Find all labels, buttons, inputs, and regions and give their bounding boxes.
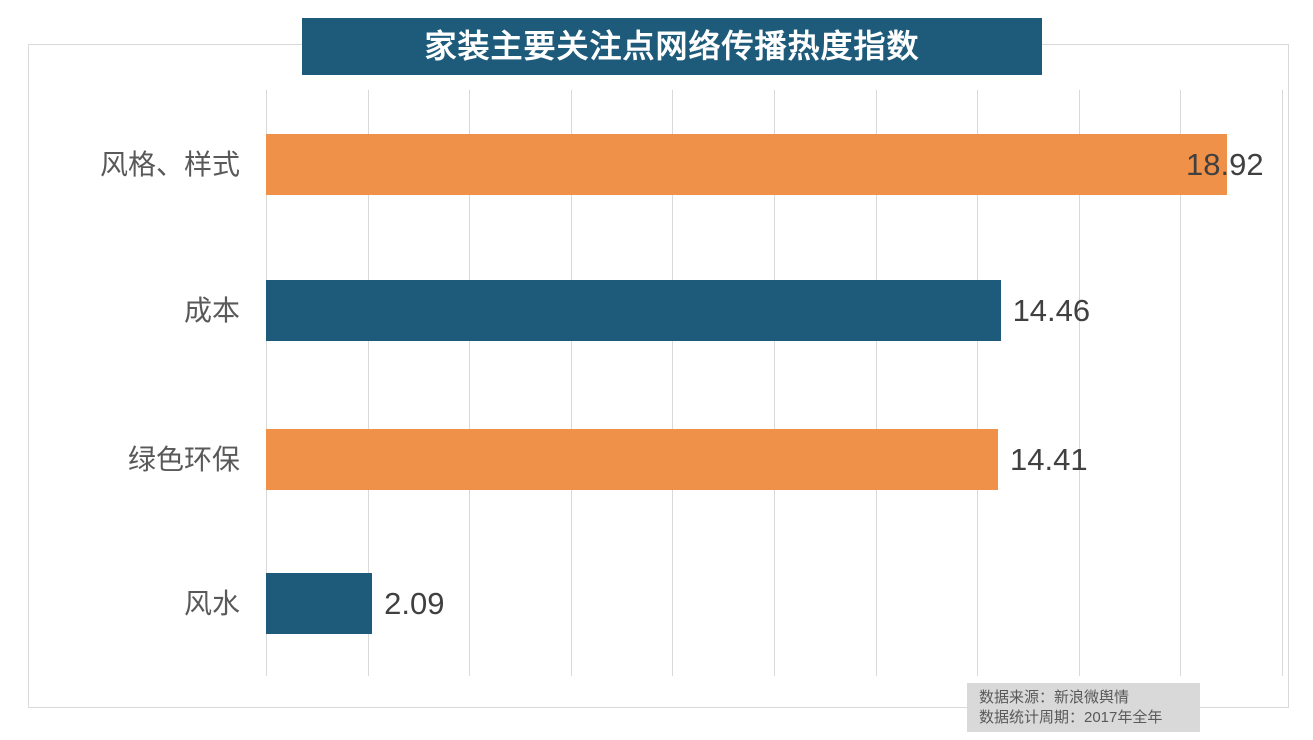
data-period-line: 数据统计周期：2017年全年	[979, 709, 1163, 726]
value-label: 14.46	[1012, 293, 1091, 328]
value-label: 2.09	[384, 586, 445, 621]
value-label: 18.92	[1186, 147, 1264, 182]
bar-row: 风格、样式 18.92	[0, 134, 1313, 195]
gridline	[570, 90, 572, 676]
category-label: 绿色环保	[127, 444, 240, 475]
chart-title-banner: 家装主要关注点网络传播热度指数	[302, 18, 1042, 75]
data-source-box: 数据来源：新浪微舆情 数据统计周期：2017年全年	[967, 683, 1200, 732]
chart-title: 家装主要关注点网络传播热度指数	[424, 28, 920, 64]
gridline	[875, 90, 877, 676]
gridline	[1282, 90, 1283, 676]
bar-row: 绿色环保 14.41	[0, 429, 1313, 490]
value-label: 14.41	[1010, 442, 1088, 477]
gridline	[774, 90, 775, 676]
data-source-line: 数据来源：新浪微舆情	[979, 689, 1130, 706]
gridline	[469, 90, 471, 676]
gridline	[1180, 90, 1182, 676]
gridline	[266, 90, 267, 676]
bar	[266, 134, 1228, 195]
gridline	[1078, 90, 1080, 676]
category-label: 风格、样式	[99, 149, 240, 180]
bar	[266, 280, 1001, 341]
bar-row: 风水 2.09	[0, 573, 1313, 634]
category-label: 风水	[183, 588, 240, 619]
bar-row: 成本 14.46	[0, 280, 1313, 341]
gridline	[977, 90, 979, 676]
bar	[266, 573, 373, 634]
category-label: 成本	[183, 295, 240, 326]
bar	[266, 429, 999, 490]
gridline	[367, 90, 369, 676]
gridline	[672, 90, 674, 676]
